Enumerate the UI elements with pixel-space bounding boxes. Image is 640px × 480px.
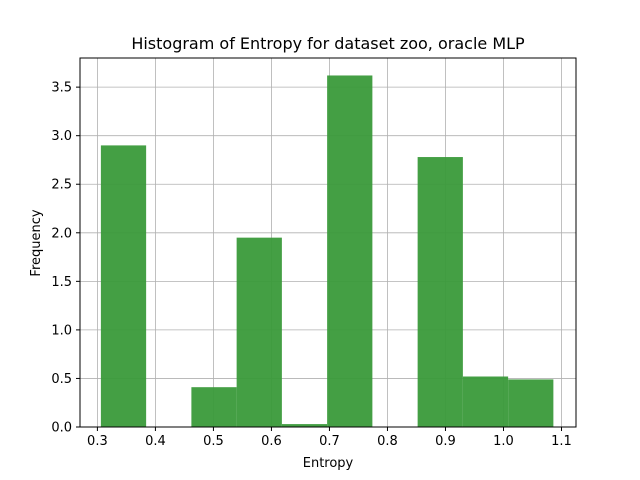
x-tick-label: 0.7 bbox=[319, 434, 340, 449]
histogram-bar bbox=[508, 379, 554, 427]
plot-frame bbox=[79, 57, 577, 428]
x-tick-label: 0.3 bbox=[87, 434, 108, 449]
y-tick-label: 2.5 bbox=[51, 178, 72, 193]
y-tick-label: 3.5 bbox=[51, 81, 72, 96]
x-tick-label: 0.8 bbox=[377, 434, 398, 449]
y-tick-label: 1.0 bbox=[51, 323, 72, 338]
x-tick-label: 0.4 bbox=[145, 434, 166, 449]
histogram-bar bbox=[462, 376, 509, 427]
y-tick-label: 1.5 bbox=[51, 275, 72, 290]
x-tick-label: 0.9 bbox=[435, 434, 456, 449]
x-tick-label: 0.6 bbox=[261, 434, 282, 449]
y-tick-label: 2.0 bbox=[51, 226, 72, 241]
histogram-bars bbox=[100, 75, 554, 428]
x-tick-label: 0.5 bbox=[203, 434, 224, 449]
x-axis-ticks: 0.3 0.4 0.5 0.6 0.7 0.8 0.9 1.0 1.1 bbox=[87, 427, 572, 449]
histogram-bar bbox=[417, 157, 463, 427]
histogram-bar bbox=[327, 75, 373, 428]
x-tick-label: 1.0 bbox=[493, 434, 514, 449]
y-tick-label: 0.0 bbox=[51, 421, 72, 436]
histogram-bar bbox=[281, 424, 328, 427]
histogram-bar bbox=[191, 387, 237, 427]
x-tick-label: 1.1 bbox=[551, 434, 572, 449]
histogram-bar bbox=[100, 145, 147, 428]
y-axis-label: Frequency bbox=[29, 209, 44, 276]
chart-title: Histogram of Entropy for dataset zoo, or… bbox=[131, 34, 525, 53]
y-tick-label: 0.5 bbox=[51, 372, 72, 387]
y-tick-label: 3.0 bbox=[51, 129, 72, 144]
y-axis-ticks: 0.0 0.5 1.0 1.5 2.0 2.5 3.0 3.5 bbox=[51, 81, 80, 436]
histogram-bar bbox=[236, 237, 282, 427]
x-axis-label: Entropy bbox=[303, 456, 354, 471]
